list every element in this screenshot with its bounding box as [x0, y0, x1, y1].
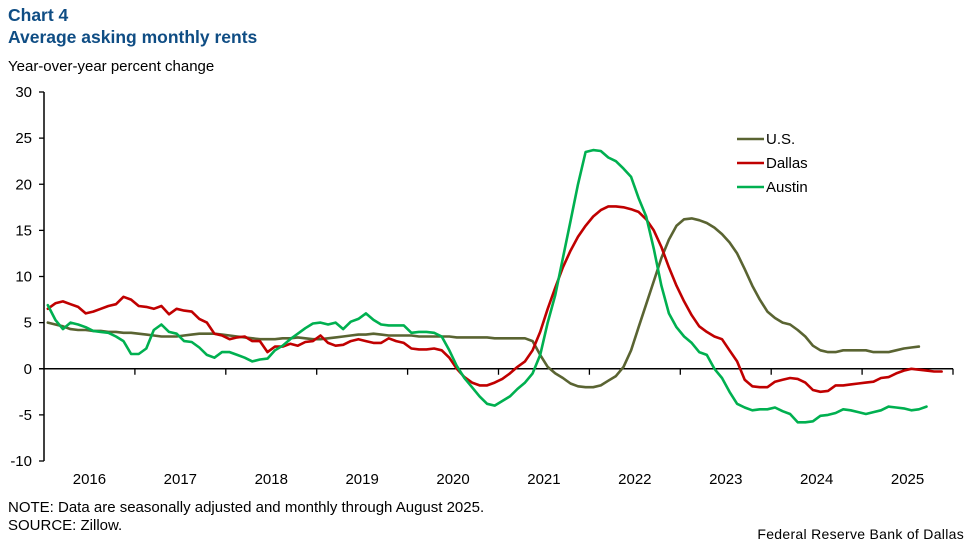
y-tick-label: -5 [19, 407, 32, 424]
y-tick-label: 20 [15, 176, 32, 193]
y-tick-label: 15 [15, 222, 32, 239]
y-axis-label: Year-over-year percent change [8, 58, 215, 75]
x-tick-label: 2025 [891, 471, 924, 488]
x-tick-label: 2023 [709, 471, 742, 488]
footnotes: NOTE: Data are seasonally adjusted and m… [8, 499, 484, 535]
x-tick-label: 2019 [345, 471, 378, 488]
y-tick-label: 10 [15, 269, 32, 286]
chart-title: Average asking monthly rents [8, 27, 258, 47]
y-tick-label: 5 [24, 315, 32, 332]
y-tick-label: 30 [15, 84, 32, 101]
note-text: NOTE: Data are seasonally adjusted and m… [8, 499, 485, 516]
x-tick-label: 2020 [436, 471, 469, 488]
axes: 30 25 20 15 10 5 0 -5 -10 2016 2017 2018 2019 2020 202… [10, 84, 954, 488]
y-tick-label: -10 [10, 453, 32, 470]
legend-label: Dallas [766, 155, 808, 172]
x-tick-label: 2022 [618, 471, 651, 488]
chart-number: Chart 4 [8, 5, 69, 25]
legend-label: U.S. [766, 131, 795, 148]
series-line-austin [46, 148, 928, 424]
x-tick-label: 2024 [800, 471, 833, 488]
x-tick-label: 2018 [255, 471, 288, 488]
series-line-dallas [46, 205, 943, 394]
x-tick-label: 2016 [73, 471, 106, 488]
series-lines [46, 148, 943, 424]
y-tick-label: 25 [15, 130, 32, 147]
chart-title-block: Chart 4 Average asking monthly rents [8, 4, 257, 48]
credit-text: Federal Reserve Bank of Dallas [757, 526, 964, 542]
series-line-us [46, 217, 921, 389]
source-text: SOURCE: Zillow. [8, 517, 123, 534]
x-tick-label: 2021 [527, 471, 560, 488]
y-tick-label: 0 [24, 361, 32, 378]
x-tick-label: 2017 [164, 471, 197, 488]
legend: U.S. Dallas Austin [737, 131, 808, 196]
legend-label: Austin [766, 179, 808, 196]
